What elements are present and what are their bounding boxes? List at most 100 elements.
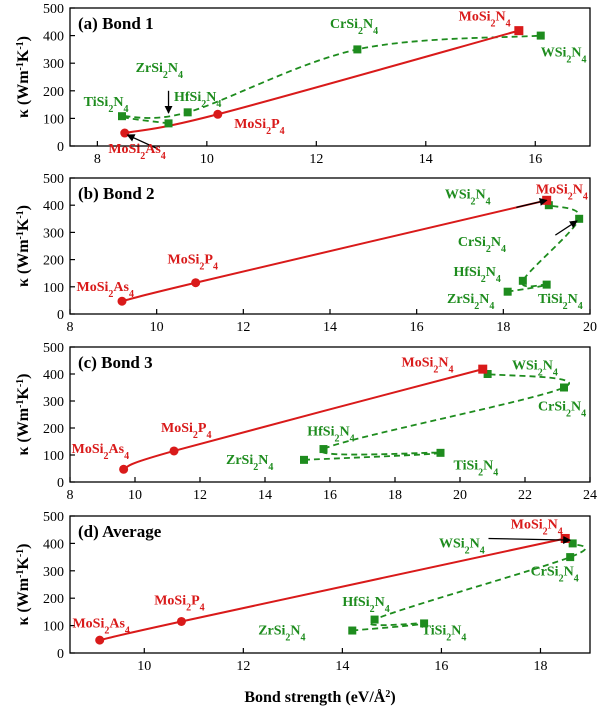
panel-title: (b) Bond 2 xyxy=(78,184,155,203)
marker-mosi2as4 xyxy=(95,635,105,645)
panel-title: (a) Bond 1 xyxy=(78,14,154,33)
x-tick-label: 18 xyxy=(533,659,547,674)
marker-tisi2n4 xyxy=(118,112,126,121)
compound-label: CrSi2N4 xyxy=(538,399,586,419)
marker-wsi2n4 xyxy=(568,539,577,548)
x-tick-label: 8 xyxy=(67,488,74,503)
compound-label: ZrSi2N4 xyxy=(136,61,183,81)
marker-mosi2as4 xyxy=(117,296,127,306)
compound-label: TiSi2N4 xyxy=(422,624,467,644)
x-tick-label: 14 xyxy=(335,659,349,674)
compound-label: MoSi2P4 xyxy=(154,594,204,614)
y-axis-title: κ (Wm-1K-1) xyxy=(15,205,33,287)
x-tick-label: 8 xyxy=(67,320,74,335)
y-axis-title: κ (Wm-1K-1) xyxy=(15,373,33,455)
mosi-series-line xyxy=(121,199,547,303)
x-tick-label: 16 xyxy=(410,320,424,335)
y-tick-label: 200 xyxy=(43,592,64,607)
panel-2: 0 100 200 300 400 500 8 10 12 14 16 18 20 κ (Wm-1K-1)… xyxy=(15,172,598,335)
compound-label: MoSi2N4 xyxy=(536,183,588,203)
compound-label: HfSi2N4 xyxy=(342,595,389,615)
compound-label: MoSi2P4 xyxy=(234,117,284,137)
compound-label: HfSi2N4 xyxy=(174,90,221,110)
panel-4: 0 100 200 300 400 500 10 12 14 16 18 κ (Wm-1K-1) (d)… xyxy=(15,510,591,706)
y-tick-label: 400 xyxy=(43,537,64,552)
y-tick-label: 100 xyxy=(43,449,64,464)
marker-crsi2n4 xyxy=(575,214,584,223)
panel-1: 0 100 200 300 400 500 8 10 12 14 16 κ (Wm-1K-1) (a) … xyxy=(15,2,591,167)
marker-mosi2p4 xyxy=(213,109,223,119)
pointer-arrow xyxy=(126,134,158,150)
other-series-line xyxy=(507,204,581,293)
y-tick-label: 500 xyxy=(43,172,64,187)
marker-mosi2n4 xyxy=(478,364,488,374)
plot-frame xyxy=(69,515,591,654)
y-axis-title: κ (Wm-1K-1) xyxy=(15,543,33,625)
x-tick-label: 10 xyxy=(200,152,214,167)
y-tick-label: 100 xyxy=(43,112,64,127)
other-series-line xyxy=(121,34,541,125)
compound-label: MoSi2As4 xyxy=(77,280,134,300)
compound-label: WSi2N4 xyxy=(445,187,491,207)
y-tick-label: 0 xyxy=(57,476,64,491)
y-tick-label: 100 xyxy=(43,620,64,635)
marker-zrsi2n4 xyxy=(503,287,512,296)
y-tick-label: 0 xyxy=(57,308,64,323)
compound-label: MoSi2P4 xyxy=(168,253,218,273)
marker-mosi2as4 xyxy=(120,128,130,138)
x-tick-label: 12 xyxy=(309,152,323,167)
marker-wsi2n4 xyxy=(544,201,553,210)
compound-label: HfSi2N4 xyxy=(307,425,354,445)
other-series-line xyxy=(303,373,570,461)
plot-frame xyxy=(69,7,591,147)
marker-hfsi2n4 xyxy=(370,615,379,624)
compound-label: MoSi2As4 xyxy=(72,617,129,637)
compound-label: MoSi2N4 xyxy=(459,9,511,29)
x-tick-label: 8 xyxy=(94,152,101,167)
panel-title: (d) Average xyxy=(78,522,162,541)
x-tick-label: 14 xyxy=(258,488,272,503)
pointer-arrow xyxy=(488,535,572,544)
x-tick-label: 14 xyxy=(419,152,433,167)
marker-zrsi2n4 xyxy=(348,626,357,635)
compound-label: CrSi2N4 xyxy=(330,17,378,37)
x-tick-label: 12 xyxy=(236,659,250,674)
compound-label: TiSi2N4 xyxy=(538,292,583,312)
marker-mosi2n4 xyxy=(514,26,524,36)
x-tick-label: 18 xyxy=(388,488,402,503)
marker-hfsi2n4 xyxy=(518,276,527,285)
y-tick-label: 300 xyxy=(43,226,64,241)
x-tick-label: 14 xyxy=(323,320,337,335)
marker-crsi2n4 xyxy=(560,383,568,392)
marker-mosi2p4 xyxy=(191,278,201,288)
x-axis-title: Bond strength (eV/Å2) xyxy=(244,688,395,706)
x-tick-label: 12 xyxy=(236,320,250,335)
marker-tisi2n4 xyxy=(542,280,551,289)
y-tick-label: 200 xyxy=(43,85,64,100)
x-tick-label: 20 xyxy=(453,488,467,503)
compound-label: WSi2N4 xyxy=(541,45,587,65)
y-tick-label: 500 xyxy=(43,2,64,17)
mosi-series-line xyxy=(124,29,520,135)
marker-mosi2p4 xyxy=(176,616,186,626)
y-tick-label: 300 xyxy=(43,565,64,580)
compound-label: MoSi2As4 xyxy=(108,142,165,162)
y-tick-label: 400 xyxy=(43,30,64,45)
compound-label: CrSi2N4 xyxy=(531,565,579,585)
y-tick-label: 300 xyxy=(43,395,64,410)
other-series-line xyxy=(352,542,587,632)
compound-label: MoSi2As4 xyxy=(72,442,129,462)
compound-label: TiSi2N4 xyxy=(454,458,499,478)
y-tick-label: 300 xyxy=(43,57,64,72)
compound-label: ZrSi2N4 xyxy=(258,624,305,644)
y-tick-label: 200 xyxy=(43,422,64,437)
compound-label: MoSi2P4 xyxy=(161,421,211,441)
compound-label: WSi2N4 xyxy=(439,537,485,557)
y-tick-label: 0 xyxy=(57,140,64,155)
marker-wsi2n4 xyxy=(536,31,545,40)
x-tick-label: 16 xyxy=(323,488,337,503)
panel-3: 0 100 200 300 400 500 8 10 12 14 16 18 20 22 24 κ (Wm-1… xyxy=(15,341,598,503)
panel-title: (c) Bond 3 xyxy=(78,353,153,372)
compound-label: ZrSi2N4 xyxy=(447,292,494,312)
